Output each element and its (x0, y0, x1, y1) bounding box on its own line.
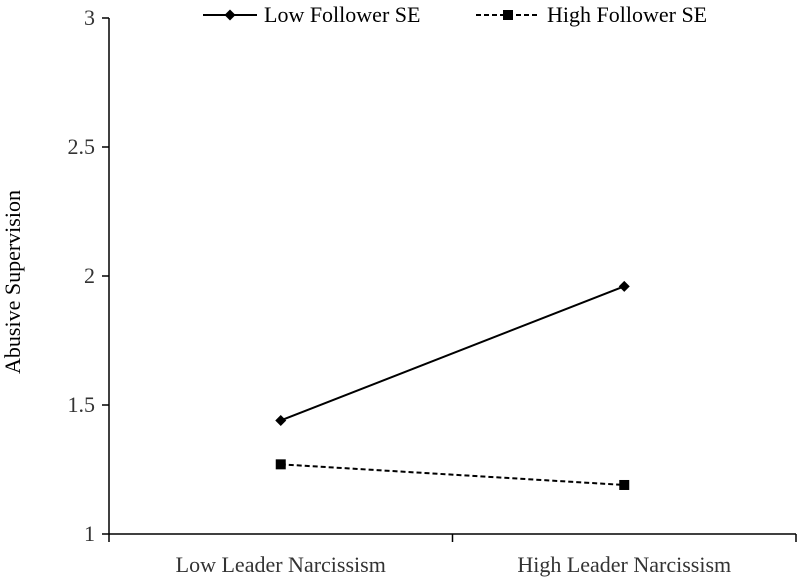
y-tick-label: 2 (84, 263, 95, 288)
x-tick-label: Low Leader Narcissism (176, 552, 386, 577)
series-line-low-follower-se (280, 285, 625, 422)
series-layer (275, 280, 630, 490)
series-high-follower-se (275, 459, 630, 490)
legend-item-high-follower-se: High Follower SE (476, 2, 707, 27)
diamond-marker (275, 414, 287, 426)
square-marker (619, 479, 630, 490)
y-axis-ticks: 1 1.5 2 2.5 3 (68, 5, 109, 546)
y-tick-label: 1.5 (68, 392, 96, 417)
x-axis-ticks: Low Leader Narcissism High Leader Narciss… (108, 534, 797, 577)
y-tick-label: 2.5 (68, 134, 96, 159)
legend: Low Follower SE High Follower SE (203, 2, 707, 27)
series-low-follower-se (275, 280, 630, 426)
square-marker (275, 459, 286, 470)
legend-square-marker (503, 10, 513, 20)
y-axis-title: Abusive Supervision (0, 190, 25, 374)
series-line-high-follower-se (280, 463, 625, 486)
y-tick-label: 1 (84, 521, 95, 546)
legend-diamond-marker (224, 9, 236, 21)
legend-item-low-follower-se: Low Follower SE (203, 2, 420, 27)
x-tick-label: High Leader Narcissism (517, 552, 731, 577)
legend-label: High Follower SE (547, 2, 707, 27)
diamond-marker (618, 280, 630, 292)
legend-label: Low Follower SE (264, 2, 420, 27)
y-tick-label: 3 (84, 5, 95, 30)
axes (108, 18, 796, 535)
